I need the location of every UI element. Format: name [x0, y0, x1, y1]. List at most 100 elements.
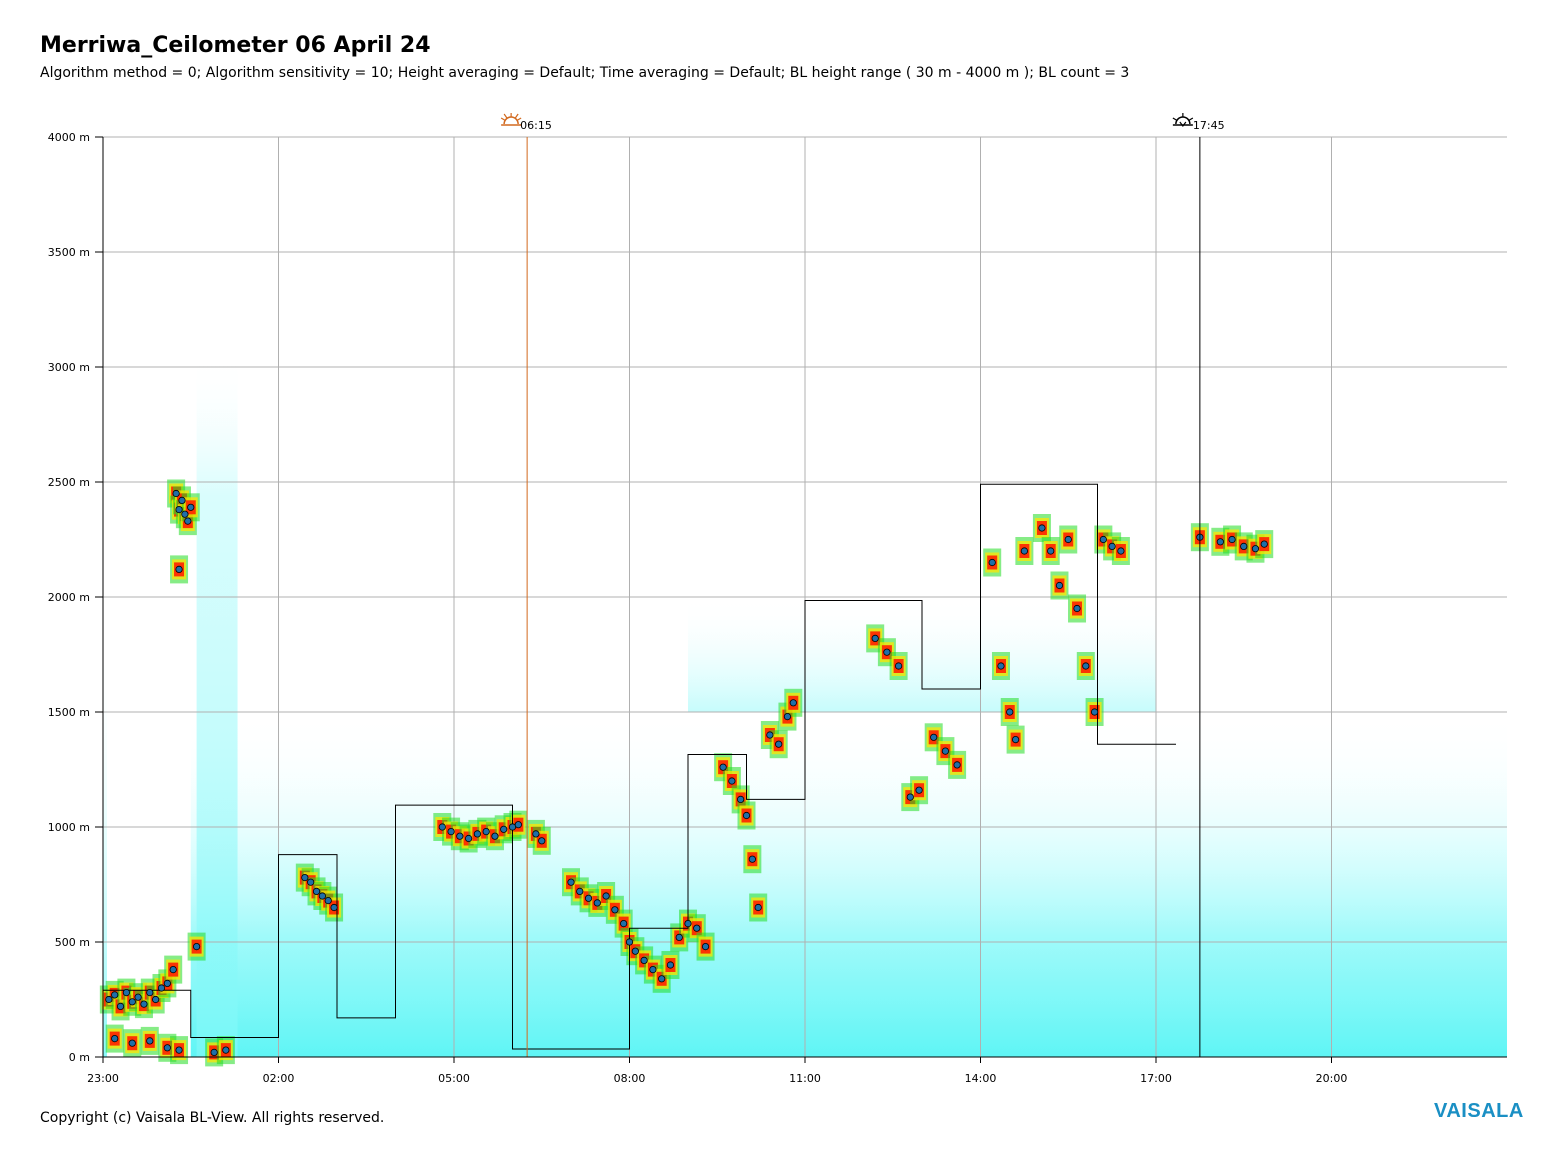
bl-point [324, 896, 332, 905]
bl-point [576, 887, 584, 896]
bl-point [163, 979, 171, 988]
chart-title: Merriwa_Ceilometer 06 April 24 [40, 33, 431, 58]
bl-point [1260, 540, 1268, 548]
sunset-label: 17:45 [1193, 119, 1225, 132]
bl-point [640, 956, 648, 965]
sunset-icon-ray [1172, 117, 1178, 121]
bl-point [438, 823, 446, 831]
bl-point [701, 942, 710, 951]
bl-point [111, 1035, 119, 1043]
boundary-layer-points [105, 489, 1268, 1057]
bl-point [307, 878, 315, 886]
bl-point [181, 510, 189, 518]
left-edge-column [103, 643, 107, 1057]
bl-point [175, 1046, 183, 1054]
y-tick-label: 3500 m [48, 246, 90, 259]
bl-point [456, 832, 464, 840]
bl-point [1064, 535, 1072, 544]
x-tick-label: 17:00 [1140, 1072, 1172, 1085]
bl-point [988, 558, 996, 567]
bl-point [567, 878, 575, 886]
y-tick-label: 500 m [55, 936, 90, 949]
bl-point [157, 984, 166, 992]
bl-point [134, 993, 142, 1001]
bl-point [906, 793, 914, 801]
bl-point [1011, 735, 1020, 744]
y-tick-label: 3000 m [48, 361, 90, 374]
bl-point [883, 648, 891, 656]
bl-point [684, 919, 692, 928]
bl-point [649, 965, 657, 974]
sunrise-icon-ray [503, 113, 508, 119]
bl-point [146, 1037, 154, 1045]
bl-point [625, 938, 634, 946]
bl-point [742, 811, 751, 820]
sunrise-icon [503, 116, 519, 125]
copyright-notice: Copyright (c) Vaisala BL-View. All right… [40, 1110, 385, 1126]
bl-point [330, 903, 338, 912]
bl-point [1020, 547, 1028, 555]
bl-point [175, 565, 183, 574]
bl-point [447, 827, 455, 836]
bl-point [532, 830, 540, 838]
bl-point [754, 903, 762, 912]
bl-point [514, 821, 522, 829]
bl-point [163, 1044, 171, 1052]
bl-point [538, 837, 546, 845]
x-tick-label: 08:00 [614, 1072, 646, 1085]
bl-point [465, 834, 473, 843]
bl-point [666, 961, 675, 969]
sunrise-icon-ray [516, 117, 522, 121]
bl-point [312, 887, 321, 896]
sun-markers: 06:15 17:45 [500, 113, 1225, 1057]
bl-point [210, 1048, 218, 1057]
bl-point [1228, 535, 1236, 544]
x-tick-label: 14:00 [965, 1072, 997, 1085]
bl-point [184, 517, 192, 525]
x-tick-label: 05:00 [438, 1072, 470, 1085]
bl-point [105, 995, 113, 1004]
bl-point [500, 825, 508, 833]
bl-point [1055, 581, 1064, 590]
bl-point [473, 830, 481, 838]
bl-point [775, 740, 783, 748]
bl-point [128, 1039, 136, 1047]
bl-point [152, 995, 160, 1004]
bl-point [1073, 604, 1081, 613]
bl-point [1240, 542, 1248, 551]
bl-point [997, 662, 1005, 670]
bl-point [783, 712, 792, 721]
bl-point [146, 988, 154, 997]
bl-point [187, 503, 195, 511]
bl-point [178, 496, 186, 504]
bl-point [658, 975, 666, 983]
bl-point [1117, 547, 1125, 555]
bl-point [1216, 538, 1224, 546]
bl-point [748, 855, 756, 863]
sunset-icon [1175, 116, 1191, 125]
bl-point [140, 1000, 148, 1008]
bl-point [1099, 535, 1107, 544]
chart-subtitle: Algorithm method = 0; Algorithm sensitiv… [40, 65, 1130, 81]
y-tick-label: 2500 m [48, 476, 90, 489]
bl-point [122, 988, 131, 997]
sunrise-icon-ray [500, 117, 506, 121]
bl-point [766, 731, 774, 739]
bl-point [675, 933, 683, 942]
x-tick-label: 11:00 [789, 1072, 821, 1085]
y-tick-label: 1500 m [48, 706, 90, 719]
bl-point [1082, 662, 1090, 670]
bl-point [1251, 545, 1260, 553]
bl-point [1006, 708, 1014, 716]
bl-point [728, 777, 736, 785]
bl-step-path [103, 483, 1176, 1050]
bl-point [1038, 524, 1046, 532]
boundary-layer-step-line [103, 483, 1176, 1050]
bl-point [602, 892, 610, 900]
bl-point [719, 763, 727, 771]
sunrise-label: 06:15 [520, 119, 552, 132]
bl-point [915, 786, 923, 794]
sunrise-icon-ray [514, 113, 519, 119]
bl-point [584, 894, 593, 902]
